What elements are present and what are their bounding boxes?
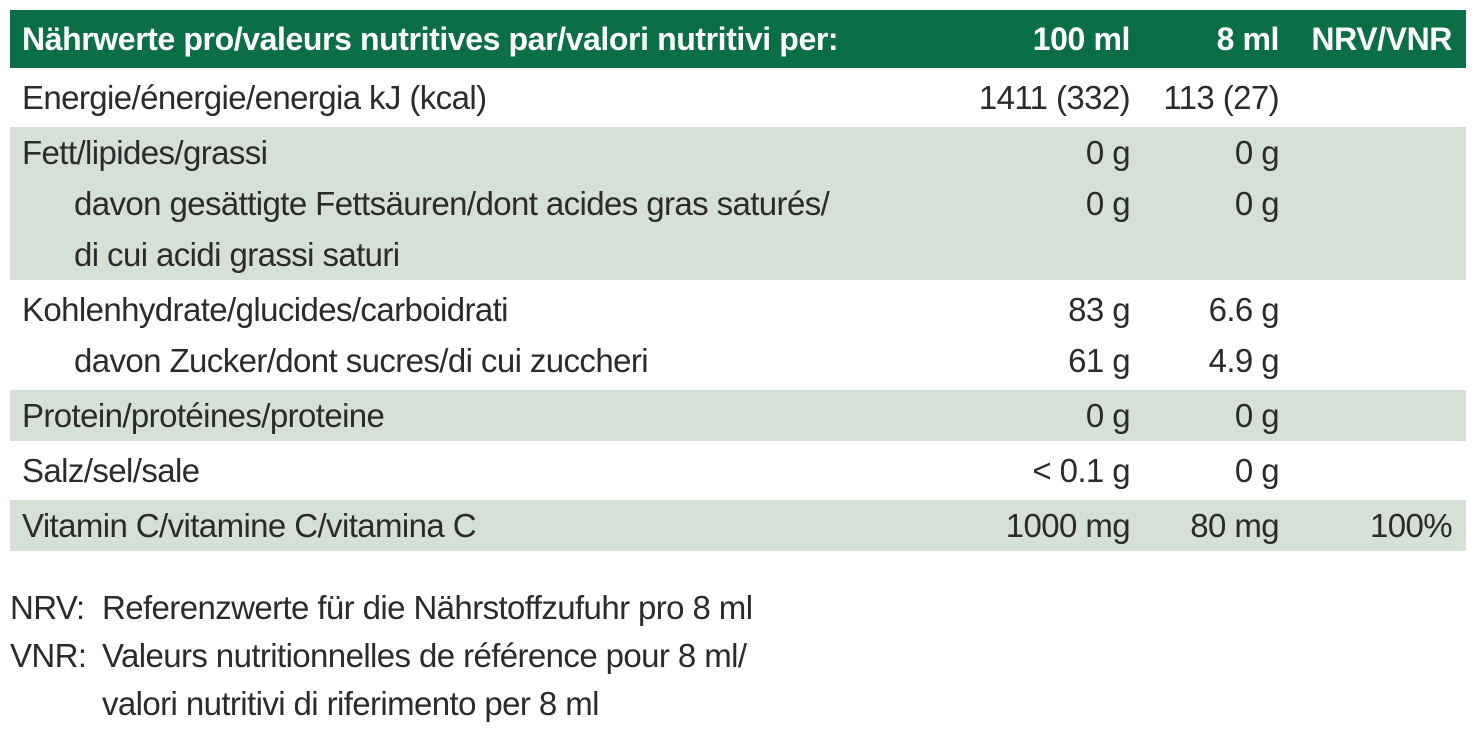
table-line: Vitamin C/vitamine C/vitamina C 1000 mg …	[10, 500, 1466, 551]
row-energy: Energie/énergie/energia kJ (kcal) 1411 (…	[10, 72, 1466, 127]
value-100ml: 0 g	[1085, 397, 1131, 434]
table-line: davon gesättigte Fettsäuren/dont acides …	[10, 178, 1466, 229]
value-nrv: 100%	[1369, 507, 1453, 544]
table-line: Salz/sel/sale < 0.1 g 0 g	[10, 445, 1466, 496]
value-100ml: 1000 mg	[1005, 507, 1131, 544]
nutrient-label: Kohlenhydrate/glucides/carboidrati	[22, 291, 509, 328]
value-8ml: 6.6 g	[1208, 291, 1280, 328]
value-8ml: 0 g	[1234, 185, 1280, 222]
value-100ml: < 0.1 g	[1032, 452, 1130, 489]
table-line: Protein/protéines/proteine 0 g 0 g	[10, 390, 1466, 441]
nutrient-sublabel: di cui acidi grassi saturi	[74, 236, 400, 273]
row-carbohydrates: Kohlenhydrate/glucides/carboidrati 83 g …	[10, 284, 1466, 390]
table-line: di cui acidi grassi saturi	[10, 229, 1466, 280]
value-8ml: 113 (27)	[1163, 79, 1279, 116]
footnote-text: valori nutritivi di riferimento per 8 ml	[102, 685, 599, 722]
nutrient-label: Fett/lipides/grassi	[22, 134, 268, 171]
value-100ml: 0 g	[1085, 134, 1131, 171]
value-100ml: 1411 (332)	[978, 79, 1131, 116]
footnote-text: Valeurs nutritionnelles de référence pou…	[102, 637, 747, 674]
nutrient-label: Salz/sel/sale	[22, 452, 200, 489]
row-protein: Protein/protéines/proteine 0 g 0 g	[10, 390, 1466, 445]
footnote-key: VNR:	[10, 637, 87, 674]
nutrient-label: Protein/protéines/proteine	[22, 397, 385, 434]
value-8ml: 4.9 g	[1208, 342, 1280, 379]
table-line: Energie/énergie/energia kJ (kcal) 1411 (…	[10, 72, 1466, 123]
nutrient-label: Vitamin C/vitamine C/vitamina C	[22, 507, 477, 544]
footnote-key: NRV:	[10, 589, 85, 626]
header-nrv: NRV/VNR	[1311, 21, 1452, 57]
header-title: Nährwerte pro/valeurs nutritives par/val…	[22, 21, 839, 57]
value-100ml: 83 g	[1068, 291, 1130, 328]
table-header: Nährwerte pro/valeurs nutritives par/val…	[10, 10, 1466, 72]
row-vitamin-c: Vitamin C/vitamine C/vitamina C 1000 mg …	[10, 500, 1466, 555]
nutrient-sublabel: davon gesättigte Fettsäuren/dont acides …	[74, 185, 830, 222]
value-100ml: 0 g	[1085, 185, 1131, 222]
footnote-text: Referenzwerte für die Nährstoffzufuhr pr…	[102, 589, 753, 626]
value-8ml: 0 g	[1234, 134, 1280, 171]
value-8ml: 80 mg	[1190, 507, 1279, 544]
table-line: Kohlenhydrate/glucides/carboidrati 83 g …	[10, 284, 1466, 335]
nutrient-sublabel: davon Zucker/dont sucres/di cui zuccheri	[74, 342, 649, 379]
header-100ml: 100 ml	[1032, 21, 1131, 57]
table-line: davon Zucker/dont sucres/di cui zuccheri…	[10, 335, 1466, 386]
value-8ml: 0 g	[1234, 397, 1280, 434]
row-fat: Fett/lipides/grassi 0 g 0 g davon gesätt…	[10, 127, 1466, 284]
header-8ml: 8 ml	[1216, 21, 1280, 57]
table-line: Fett/lipides/grassi 0 g 0 g	[10, 127, 1466, 178]
nutrient-label: Energie/énergie/energia kJ (kcal)	[22, 79, 487, 116]
header-line: Nährwerte pro/valeurs nutritives par/val…	[10, 10, 1466, 68]
value-100ml: 61 g	[1068, 342, 1130, 379]
row-salt: Salz/sel/sale < 0.1 g 0 g	[10, 445, 1466, 500]
value-8ml: 0 g	[1234, 452, 1280, 489]
nutrition-table: Nährwerte pro/valeurs nutritives par/val…	[10, 10, 1466, 555]
